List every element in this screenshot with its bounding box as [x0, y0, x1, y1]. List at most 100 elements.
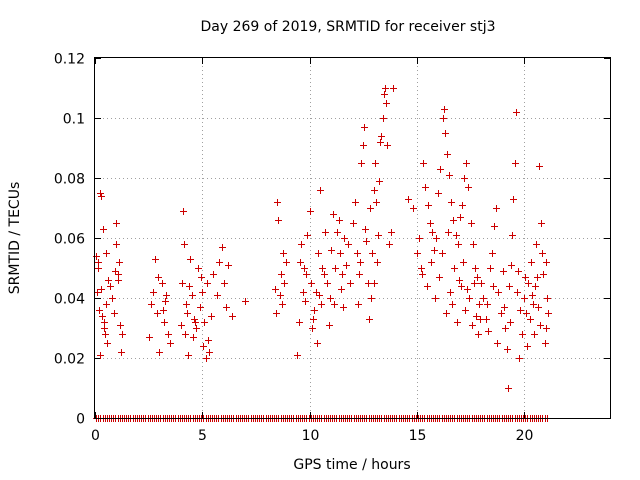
- data-point: [283, 259, 290, 266]
- data-point: [279, 301, 286, 308]
- data-point: [301, 265, 308, 272]
- data-point: [146, 334, 153, 341]
- data-point: [502, 325, 509, 332]
- data-point: [429, 229, 436, 236]
- data-point: [363, 238, 370, 245]
- data-point: [216, 259, 223, 266]
- data-point: [500, 268, 507, 275]
- data-point: [275, 217, 282, 224]
- data-point: [534, 274, 541, 281]
- data-point: [507, 319, 514, 326]
- axis-ticks: 0 0.02 0.04 0.06 0.08 0.1 0.12 0 5 10 15 20: [54, 52, 610, 444]
- data-point: [117, 322, 124, 329]
- data-point: [102, 331, 109, 338]
- data-point: [345, 241, 352, 248]
- data-point: [537, 322, 544, 329]
- data-point: [480, 295, 487, 302]
- data-point: [382, 85, 389, 92]
- data-point: [115, 277, 122, 284]
- data-point: [464, 286, 471, 293]
- data-point: [447, 289, 454, 296]
- data-point: [205, 337, 212, 344]
- data-point: [495, 289, 502, 296]
- data-point: [182, 331, 189, 338]
- data-point: [180, 208, 187, 215]
- data-point: [190, 334, 197, 341]
- data-point: [470, 241, 477, 248]
- data-point: [104, 340, 111, 347]
- data-point: [460, 259, 467, 266]
- data-point: [309, 325, 316, 332]
- data-point: [316, 292, 323, 299]
- data-point: [339, 271, 346, 278]
- data-point: [509, 232, 516, 239]
- data-point: [439, 250, 446, 257]
- data-point: [313, 289, 320, 296]
- data-point: [463, 160, 470, 167]
- data-point: [533, 241, 540, 248]
- data-point: [109, 295, 116, 302]
- data-point: [542, 340, 549, 347]
- data-point: [538, 220, 545, 227]
- data-point: [103, 301, 110, 308]
- data-point: [539, 250, 546, 257]
- data-point: [510, 196, 517, 203]
- data-point: [457, 214, 464, 221]
- data-point: [159, 280, 166, 287]
- data-point: [184, 310, 191, 317]
- data-point: [440, 115, 447, 122]
- data-point: [491, 223, 498, 230]
- data-point: [300, 289, 307, 296]
- data-point: [311, 307, 318, 314]
- data-point: [416, 235, 423, 242]
- data-point: [302, 298, 309, 305]
- data-point: [163, 292, 170, 299]
- data-point: [485, 328, 492, 335]
- data-point: [208, 313, 215, 320]
- data-point: [148, 301, 155, 308]
- data-point: [178, 322, 185, 329]
- data-point: [450, 217, 457, 224]
- data-point: [489, 250, 496, 257]
- data-point: [229, 313, 236, 320]
- data-point: [360, 142, 367, 149]
- data-point: [461, 175, 468, 182]
- data-point: [334, 229, 341, 236]
- data-point: [484, 301, 491, 308]
- data-point: [189, 292, 196, 299]
- data-point: [103, 250, 110, 257]
- data-point: [278, 271, 285, 278]
- data-point: [281, 280, 288, 287]
- data-point: [506, 283, 513, 290]
- data-point: [386, 241, 393, 248]
- data-point: [474, 274, 481, 281]
- data-point: [362, 226, 369, 233]
- data-point: [221, 280, 228, 287]
- data-point: [298, 241, 305, 248]
- data-point: [152, 256, 159, 263]
- data-point: [433, 235, 440, 242]
- data-point: [361, 124, 368, 131]
- data-point: [219, 244, 226, 251]
- data-point: [512, 160, 519, 167]
- data-point: [197, 304, 204, 311]
- data-point: [162, 298, 169, 305]
- data-point: [478, 280, 485, 287]
- data-point: [111, 310, 118, 317]
- data-point: [390, 85, 397, 92]
- data-point: [198, 274, 205, 281]
- data-point: [95, 259, 102, 266]
- data-point: [508, 262, 515, 269]
- data-point: [472, 265, 479, 272]
- y-tick-label: 0.08: [54, 172, 85, 188]
- data-point: [338, 286, 345, 293]
- data-points: [93, 85, 552, 422]
- data-point: [280, 250, 287, 257]
- data-point: [419, 271, 426, 278]
- data-point: [466, 295, 473, 302]
- data-point: [455, 241, 462, 248]
- data-point: [494, 340, 501, 347]
- data-point: [186, 283, 193, 290]
- data-point: [432, 295, 439, 302]
